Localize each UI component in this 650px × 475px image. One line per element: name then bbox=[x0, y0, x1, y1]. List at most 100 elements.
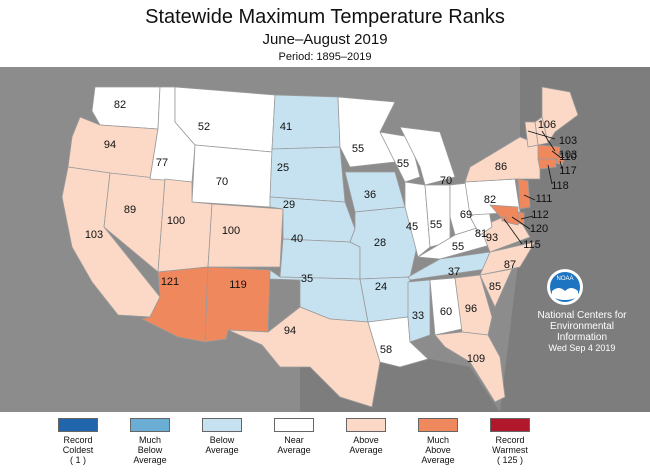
rank-label-or: 94 bbox=[104, 139, 116, 151]
state-wy bbox=[191, 144, 273, 208]
rank-label-ms: 33 bbox=[412, 310, 424, 322]
state-ga bbox=[454, 274, 493, 336]
state-ms bbox=[407, 279, 431, 343]
legend-label: Average bbox=[277, 445, 311, 455]
state-md bbox=[489, 204, 519, 226]
state-il bbox=[404, 181, 431, 258]
rank-label-nd: 41 bbox=[280, 121, 292, 133]
leader-line-nj bbox=[523, 194, 536, 201]
svg-text:NOAA: NOAA bbox=[556, 276, 573, 282]
rank-label-me: 106 bbox=[538, 119, 556, 131]
legend-label: Coldest bbox=[62, 445, 94, 455]
leader-line-ri bbox=[559, 160, 563, 170]
map-subtitle: June–August 2019 bbox=[262, 31, 388, 48]
rank-label-ny: 86 bbox=[495, 161, 507, 173]
rank-label-al: 60 bbox=[440, 306, 452, 318]
rank-label-mo: 28 bbox=[374, 237, 386, 249]
state-nc bbox=[479, 241, 536, 276]
noaa-seagull-logo-icon: NOAA bbox=[547, 269, 583, 305]
leader-line-de bbox=[520, 215, 534, 220]
rank-label-ga: 96 bbox=[465, 303, 477, 315]
legend-swatch bbox=[274, 418, 314, 432]
rank-label-nj: 111 bbox=[536, 193, 553, 205]
legend-swatch bbox=[202, 418, 242, 432]
rank-label-nh: 103 bbox=[559, 149, 577, 161]
legend-swatch bbox=[58, 418, 98, 432]
rank-label-md: 120 bbox=[530, 223, 548, 235]
rank-label-ks: 40 bbox=[291, 233, 303, 245]
state-tx bbox=[227, 306, 381, 408]
rank-label-la: 58 bbox=[380, 344, 392, 356]
legend-label: ( 125 ) bbox=[496, 455, 523, 465]
rank-label-wv: 81 bbox=[475, 228, 487, 240]
legend-label: Record bbox=[63, 435, 93, 445]
rank-label-wa: 82 bbox=[114, 99, 126, 111]
legend-label: ( 1 ) bbox=[69, 455, 86, 465]
state-ri bbox=[555, 154, 566, 166]
credit-block: National Centers for Environmental Infor… bbox=[518, 310, 646, 354]
credit-date: Wed Sep 4 2019 bbox=[548, 343, 616, 353]
us-map: 82 94 103 89 77 52 70 100 100 121 119 41 25 29 40 35 94 5… bbox=[0, 67, 650, 412]
state-mi bbox=[399, 126, 456, 186]
rank-label-ia: 36 bbox=[364, 189, 376, 201]
state-ct bbox=[537, 158, 557, 170]
legend-label: Average bbox=[133, 455, 167, 465]
legend-swatch bbox=[130, 418, 170, 432]
rank-label-ut: 100 bbox=[167, 215, 185, 227]
legend-label: Below bbox=[137, 445, 163, 455]
legend-item: Much Above Average bbox=[403, 418, 473, 465]
state-sd bbox=[269, 146, 346, 203]
legend-item: Record Coldest( 1 ) bbox=[43, 418, 113, 465]
rank-label-co: 100 bbox=[222, 225, 240, 237]
credit-line-1: National Centers for bbox=[537, 310, 627, 321]
legend-label: Average bbox=[421, 455, 455, 465]
rank-label-mi: 70 bbox=[440, 175, 452, 187]
legend-item: Record Warmest( 125 ) bbox=[475, 418, 545, 465]
map-title: Statewide Maximum Temperature Ranks bbox=[145, 6, 505, 28]
legend-label: Above bbox=[353, 435, 379, 445]
rank-label-nc: 87 bbox=[504, 259, 516, 271]
rank-label-ok: 35 bbox=[301, 273, 313, 285]
state-ks bbox=[279, 238, 361, 280]
rank-label-oh: 69 bbox=[460, 209, 472, 221]
rank-label-il: 45 bbox=[406, 221, 418, 233]
us-map-svg: 82 94 103 89 77 52 70 100 100 121 119 41 25 29 40 35 94 5… bbox=[0, 67, 650, 412]
rank-label-in: 55 bbox=[430, 219, 442, 231]
state-ny bbox=[464, 136, 541, 183]
legend-label: Much bbox=[138, 435, 161, 445]
rank-label-ar: 24 bbox=[375, 281, 387, 293]
legend-label: Warmest bbox=[492, 445, 528, 455]
map-period: Period: 1895–2019 bbox=[278, 51, 372, 63]
leader-line-md bbox=[511, 216, 531, 230]
legend-label: Average bbox=[349, 445, 383, 455]
state-fl bbox=[434, 331, 506, 403]
rank-label-tn: 37 bbox=[448, 266, 460, 278]
state-nj bbox=[517, 178, 531, 210]
rank-label-ky: 55 bbox=[452, 241, 464, 253]
legend-label: Above bbox=[425, 445, 451, 455]
rank-label-ct: 118 bbox=[551, 180, 569, 192]
legend: Record Coldest( 1 ) Much Below Average Below A… bbox=[0, 418, 650, 475]
rank-label-id: 77 bbox=[156, 157, 168, 169]
credit-line-3: Information bbox=[556, 332, 608, 343]
rank-label-de: 112 bbox=[531, 209, 549, 221]
rank-label-ma: 110 bbox=[559, 151, 577, 163]
legend-label: Near bbox=[284, 435, 304, 445]
leader-line-dc bbox=[503, 218, 523, 245]
rank-label-ca: 103 bbox=[85, 229, 103, 241]
rank-label-sc: 85 bbox=[489, 281, 501, 293]
legend-item: Near Average bbox=[259, 418, 329, 455]
state-co bbox=[207, 203, 284, 268]
leader-line-ct bbox=[547, 164, 553, 185]
rank-label-fl: 109 bbox=[467, 353, 485, 365]
leader-line-nh bbox=[541, 130, 556, 152]
rank-label-ri: 117 bbox=[559, 165, 577, 177]
rank-label-mt: 52 bbox=[198, 121, 210, 133]
legend-swatch bbox=[346, 418, 386, 432]
rank-label-wy: 70 bbox=[216, 176, 228, 188]
legend-label: Record bbox=[495, 435, 525, 445]
legend-swatch bbox=[418, 418, 458, 432]
rank-label-vt: 103 bbox=[559, 135, 577, 147]
legend-label: Average bbox=[205, 445, 239, 455]
